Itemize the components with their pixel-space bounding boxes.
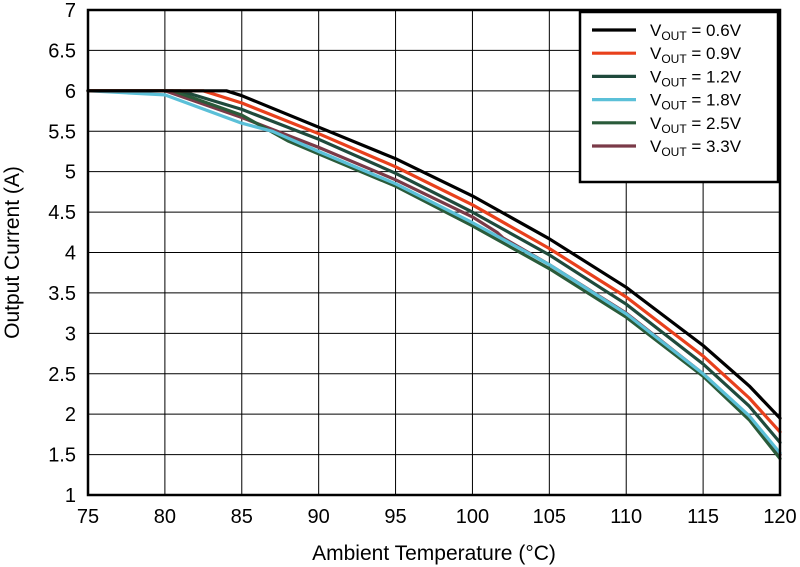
y-tick-label: 1 <box>65 485 76 507</box>
y-tick-label: 1.5 <box>48 445 76 467</box>
series-line <box>86 89 782 445</box>
x-tick-label: 100 <box>456 506 489 528</box>
y-tick-label: 5 <box>65 162 76 184</box>
series-lines <box>86 89 782 461</box>
y-tick-label: 4.5 <box>48 202 76 224</box>
y-tick-label: 4 <box>65 243 76 265</box>
legend-entry: VOUT = 1.2V <box>650 67 742 89</box>
series-line <box>86 89 782 455</box>
y-axis-ticks: 1 1.5 2 2.5 3 3.5 4 4.5 5 5.5 6 6.5 7 <box>48 0 76 507</box>
x-tick-label: 110 <box>610 506 642 528</box>
legend-entry: VOUT = 1.8V <box>650 91 742 113</box>
x-tick-label: 120 <box>763 506 796 528</box>
legend-entry: VOUT = 0.6V <box>650 21 742 43</box>
series-line <box>86 89 782 434</box>
y-tick-label: 5.5 <box>48 121 76 143</box>
y-tick-label: 3.5 <box>48 283 76 305</box>
x-tick-label: 105 <box>533 506 566 528</box>
y-tick-label: 6.5 <box>48 40 76 62</box>
y-tick-label: 6 <box>65 81 76 103</box>
x-tick-label: 90 <box>308 506 330 528</box>
y-axis-label: Output Current (A) <box>1 166 24 339</box>
y-tick-label: 2.5 <box>48 364 76 386</box>
x-tick-label: 75 <box>77 506 99 528</box>
y-tick-label: 2 <box>65 404 76 426</box>
y-tick-label: 7 <box>65 0 76 22</box>
x-tick-label: 80 <box>154 506 176 528</box>
legend-entry: VOUT = 2.5V <box>650 114 742 136</box>
x-axis-ticks: 75 80 85 90 95 100 105 110 115 120 <box>77 506 797 528</box>
legend-entry: VOUT = 0.9V <box>650 44 742 66</box>
x-axis-label: Ambient Temperature (°C) <box>312 542 556 565</box>
legend-entry: VOUT = 3.3V <box>650 137 742 159</box>
x-tick-label: 85 <box>231 506 253 528</box>
x-tick-label: 115 <box>687 506 719 528</box>
x-tick-label: 95 <box>384 506 406 528</box>
legend-box <box>578 10 780 184</box>
series-line <box>86 89 782 461</box>
grid <box>88 10 780 495</box>
y-tick-label: 3 <box>65 323 76 345</box>
series-line <box>86 89 782 420</box>
plot-frame <box>86 8 782 497</box>
